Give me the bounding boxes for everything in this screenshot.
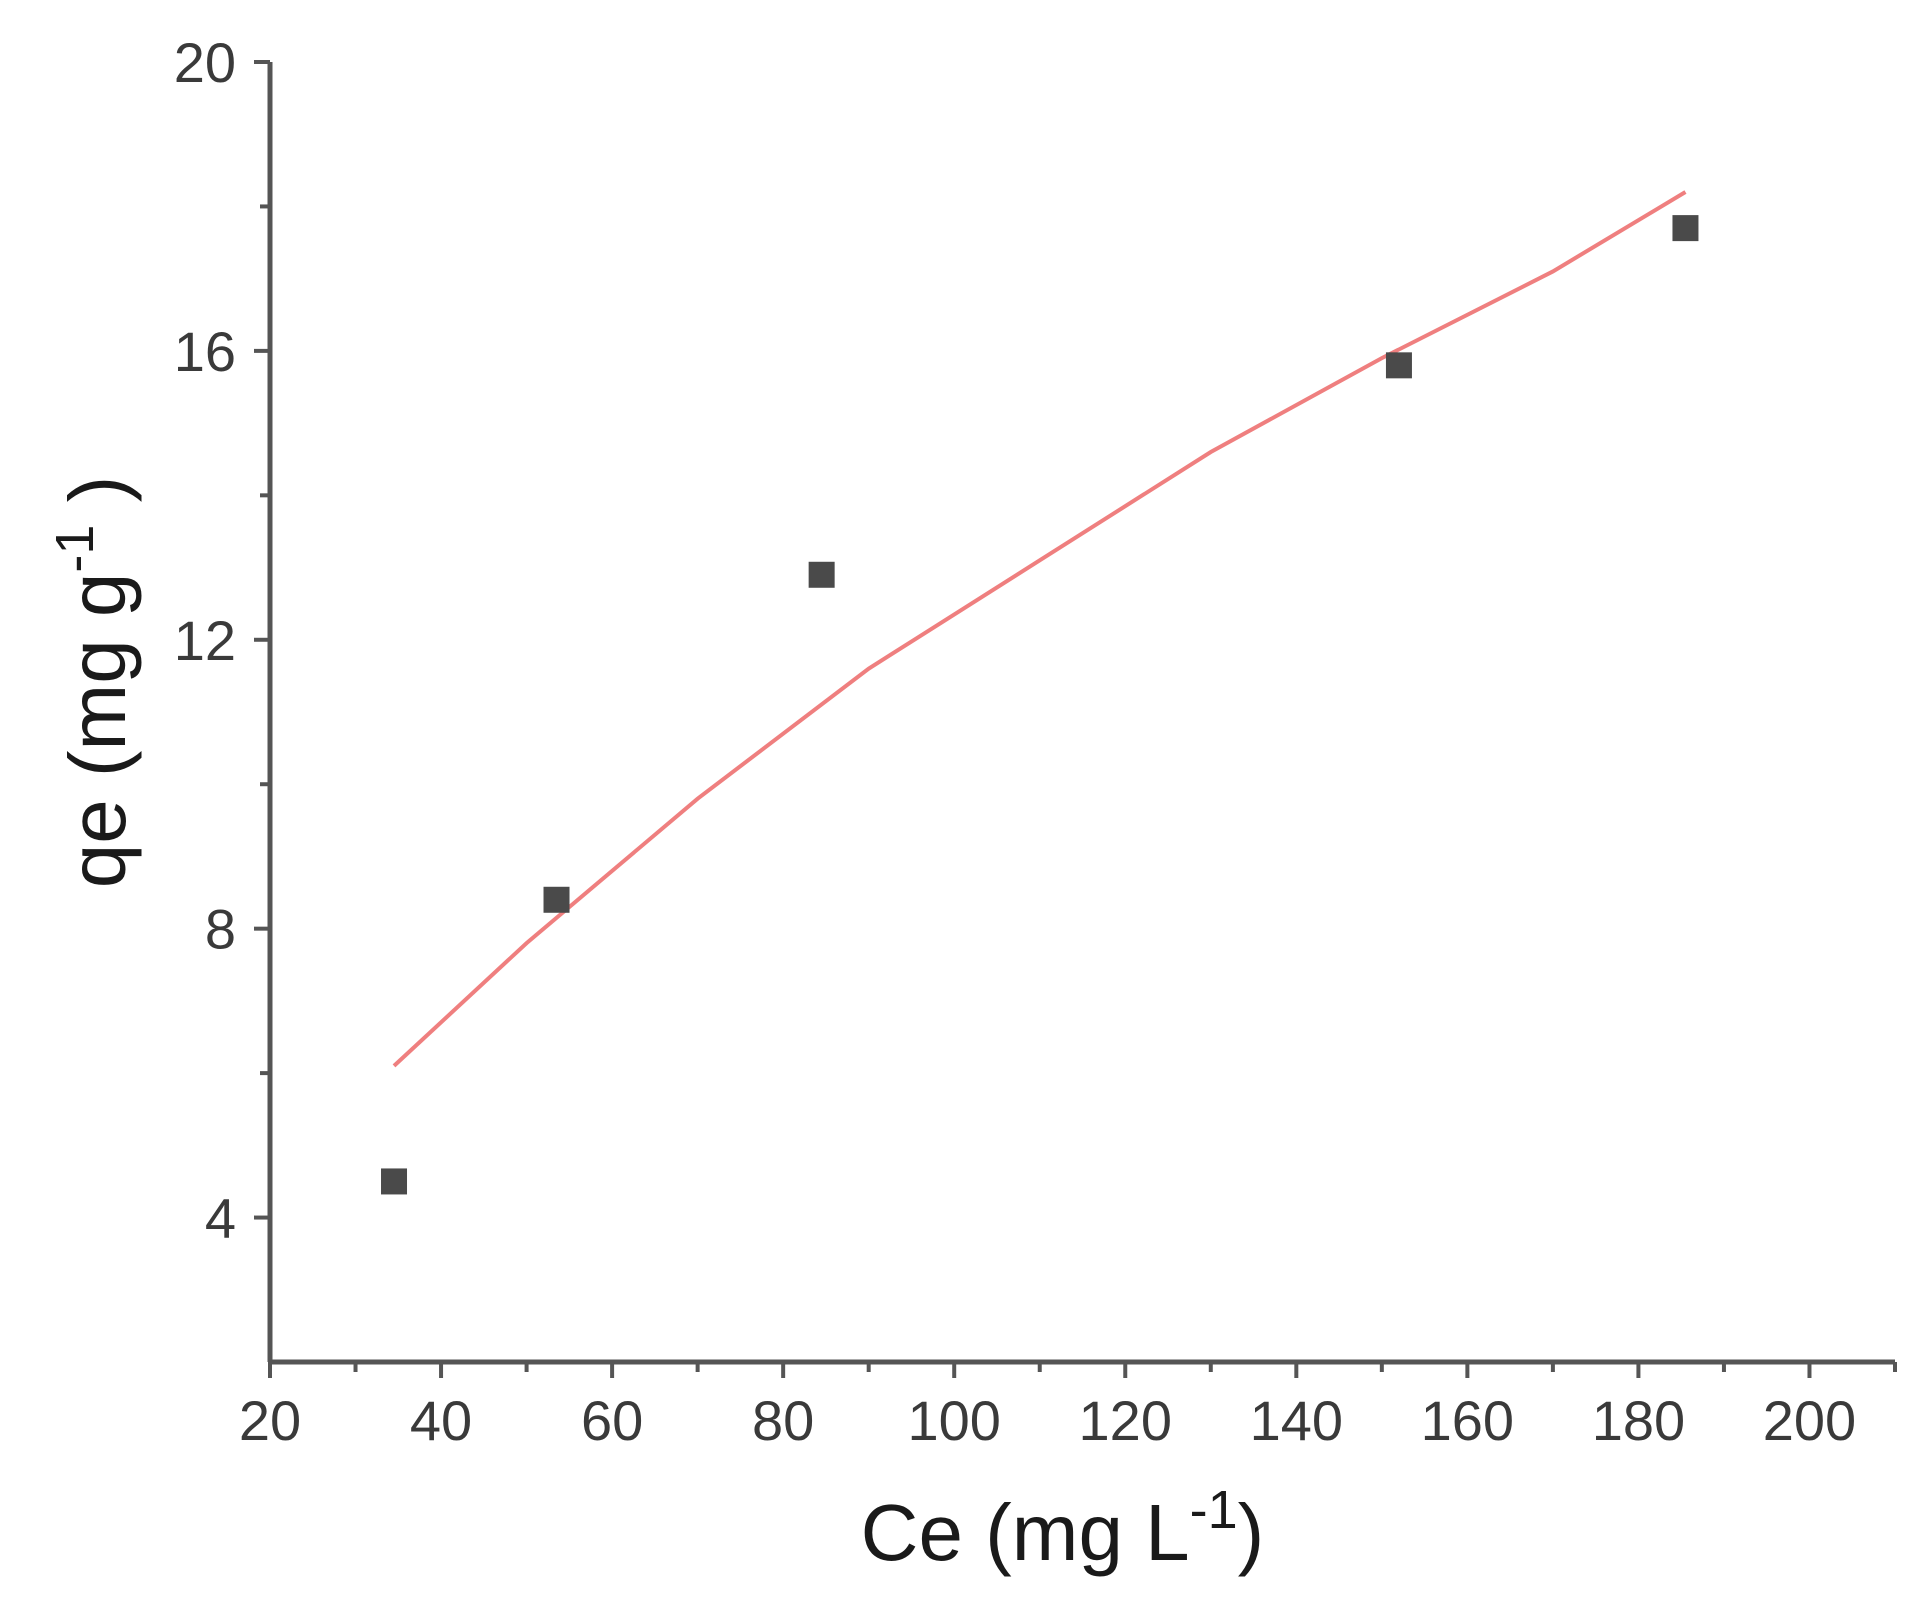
y-tick-label: 4 [205, 1187, 236, 1250]
x-tick-label: 140 [1250, 1389, 1343, 1452]
x-tick-label: 100 [907, 1389, 1000, 1452]
tick-labels: 20 40 60 80 100 120 140 160 180 200 4 8 12 16 20 [174, 31, 1856, 1452]
y-tick-label: 8 [205, 898, 236, 961]
x-tick-label: 20 [239, 1389, 301, 1452]
ticks [254, 60, 1897, 1378]
x-axis-title-sup: -1 [1190, 1480, 1238, 1540]
data-point [543, 886, 570, 913]
x-axis-title-base: Ce (mg L [861, 1488, 1190, 1577]
y-tick-label: 12 [174, 609, 236, 672]
y-tick-label: 16 [174, 320, 236, 383]
y-axis-title-end: ) [53, 476, 142, 525]
y-tick-label: 20 [174, 31, 236, 94]
data-point [1385, 352, 1412, 379]
axes [267, 62, 1895, 1365]
x-axis-title: Ce (mg L-1) [861, 1480, 1265, 1577]
x-tick-label: 120 [1079, 1389, 1172, 1452]
x-tick-label: 160 [1421, 1389, 1514, 1452]
y-axis-title: qe (mg g-1 ) [45, 476, 142, 889]
data-point [1672, 215, 1699, 242]
x-tick-label: 40 [410, 1389, 472, 1452]
x-tick-label: 80 [752, 1389, 814, 1452]
x-axis-title-end: ) [1238, 1488, 1265, 1577]
data-point [381, 1168, 408, 1195]
x-tick-label: 200 [1763, 1389, 1856, 1452]
data-point [808, 561, 835, 588]
y-axis-title-base: qe (mg g [53, 573, 142, 889]
y-axis-title-sup: -1 [45, 525, 105, 573]
x-tick-label: 60 [581, 1389, 643, 1452]
fit-line [392, 190, 1687, 1068]
x-tick-label: 180 [1592, 1389, 1685, 1452]
data-points [381, 215, 1699, 1195]
